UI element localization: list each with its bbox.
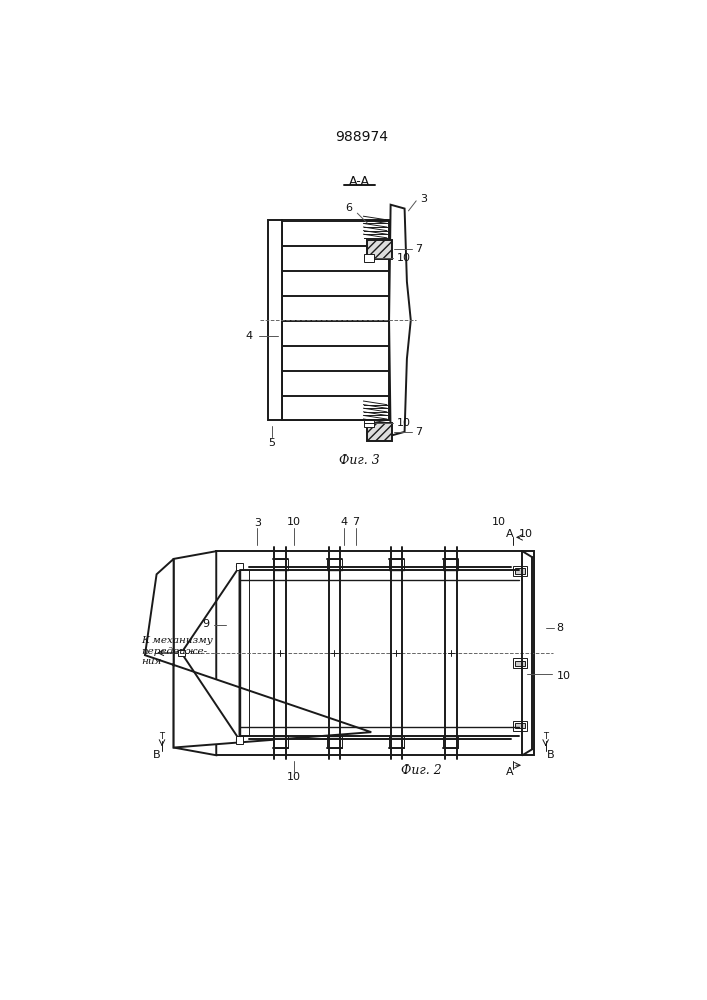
Bar — [282, 346, 389, 370]
Text: К механизму
передвиже-
ния: К механизму передвиже- ния — [141, 636, 213, 666]
Text: B: B — [153, 750, 160, 760]
Text: T: T — [543, 732, 548, 741]
Text: 7: 7 — [416, 244, 423, 254]
Bar — [513, 721, 527, 731]
Polygon shape — [174, 551, 216, 755]
Text: A: A — [506, 529, 514, 539]
Text: 5: 5 — [269, 438, 276, 448]
Text: 988974: 988974 — [335, 130, 388, 144]
Polygon shape — [389, 205, 411, 436]
Bar — [513, 658, 527, 668]
Bar — [327, 736, 341, 748]
Bar — [273, 736, 288, 748]
Bar — [282, 321, 389, 345]
Bar — [282, 296, 389, 320]
Text: 7: 7 — [352, 517, 359, 527]
Text: B: B — [547, 750, 555, 760]
Text: 10: 10 — [519, 529, 533, 539]
Text: 8: 8 — [556, 623, 563, 633]
Bar — [368, 423, 392, 441]
Bar — [282, 221, 389, 245]
Text: 3: 3 — [254, 518, 261, 528]
Polygon shape — [216, 551, 534, 755]
Text: 10: 10 — [397, 418, 411, 428]
Text: 4: 4 — [341, 517, 348, 527]
Bar — [389, 736, 404, 748]
Polygon shape — [145, 559, 371, 748]
Bar — [282, 271, 389, 295]
Text: A-A: A-A — [349, 175, 370, 188]
Bar — [515, 568, 525, 574]
Text: 10: 10 — [287, 772, 300, 782]
Text: Фиг. 3: Фиг. 3 — [339, 454, 380, 467]
Bar — [235, 736, 243, 744]
Text: 10: 10 — [492, 517, 506, 527]
Bar — [327, 559, 341, 570]
Bar — [364, 254, 373, 262]
Text: T: T — [160, 732, 165, 741]
Bar — [282, 220, 389, 420]
Bar — [273, 559, 288, 570]
Bar — [282, 396, 389, 420]
Text: 10: 10 — [397, 253, 411, 263]
Bar — [177, 650, 185, 656]
Text: 4: 4 — [245, 331, 252, 341]
Text: 6: 6 — [345, 203, 352, 213]
Bar — [235, 563, 243, 570]
Text: 9: 9 — [203, 619, 210, 629]
Bar — [443, 559, 458, 570]
Text: 3: 3 — [420, 194, 427, 204]
Bar — [282, 371, 389, 395]
Bar — [282, 246, 389, 270]
Bar — [515, 723, 525, 728]
Bar — [443, 736, 458, 748]
Text: Фиг. 2: Фиг. 2 — [402, 764, 442, 777]
Bar — [513, 566, 527, 576]
Bar — [268, 220, 282, 420]
Bar — [515, 661, 525, 666]
Text: A: A — [506, 767, 514, 777]
Text: 10: 10 — [287, 517, 300, 527]
Text: 10: 10 — [557, 671, 571, 681]
Bar — [368, 240, 392, 259]
Bar — [389, 559, 404, 570]
Text: 7: 7 — [416, 427, 423, 437]
Bar — [364, 420, 373, 427]
